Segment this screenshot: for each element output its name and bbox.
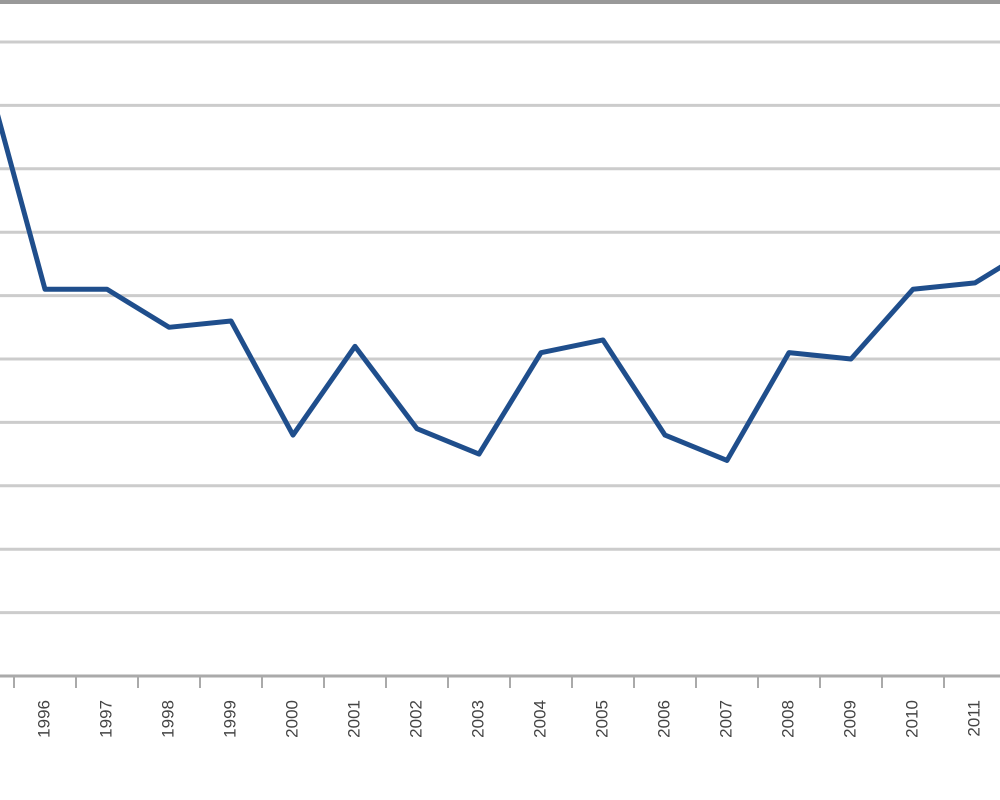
x-tick-label: 2004	[530, 700, 549, 738]
x-tick-label: 1999	[220, 700, 239, 738]
x-tick-label: 2000	[282, 700, 301, 738]
x-tick-label: 2010	[902, 700, 921, 738]
x-tick-label: 2009	[840, 700, 859, 738]
x-tick-label: 2001	[344, 700, 363, 738]
data-line	[0, 114, 1000, 463]
x-tick-label: 1998	[158, 700, 177, 738]
x-tick-label: 2011	[964, 700, 983, 737]
x-tick-label: 1996	[34, 700, 53, 738]
x-tick-label: 2007	[716, 700, 735, 738]
x-tick-label: 2008	[778, 700, 797, 738]
x-tick-label: 2005	[592, 700, 611, 738]
x-tick-label: 2006	[654, 700, 673, 738]
x-tick-label: 1997	[96, 700, 115, 738]
x-tick-label: 2002	[406, 700, 425, 738]
x-tick-label: 2003	[468, 700, 487, 738]
